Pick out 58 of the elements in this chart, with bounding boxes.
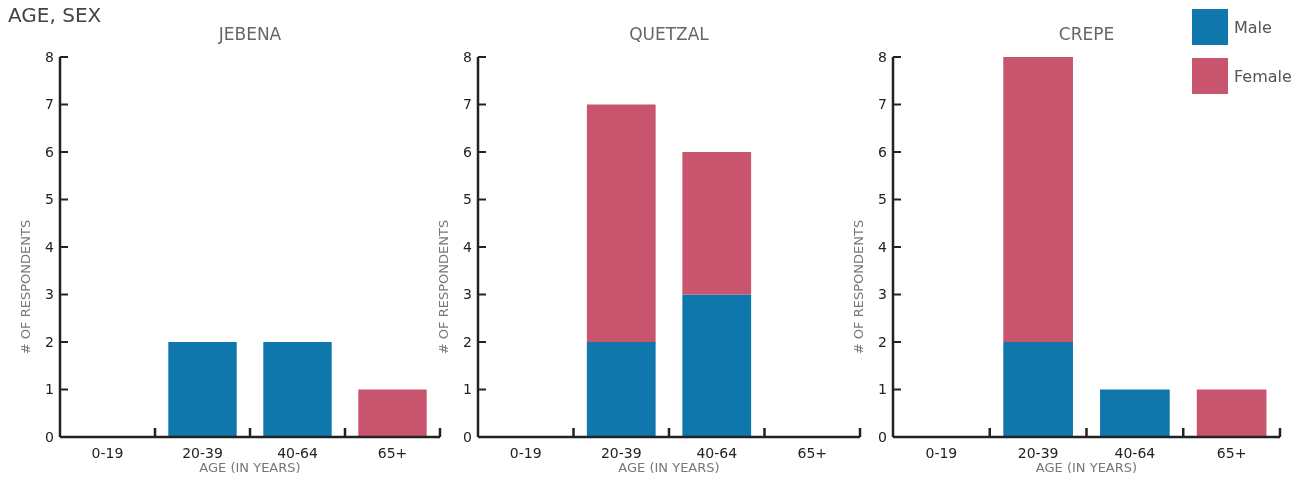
x-axis-title: AGE (IN YEARS)	[618, 460, 720, 475]
x-tick-label: 0-19	[925, 445, 958, 461]
bar	[586, 342, 656, 437]
y-axis-title: # OF RESPONDENTS	[18, 219, 33, 355]
y-tick-label: 2	[878, 333, 887, 350]
y-tick-label: 4	[463, 238, 473, 255]
y-tick-label: 8	[45, 48, 54, 65]
y-tick-label: 5	[463, 191, 472, 208]
x-axis-title: AGE (IN YEARS)	[199, 460, 301, 475]
y-tick-label: 0	[463, 428, 472, 445]
y-tick-label: 7	[463, 96, 472, 113]
legend-label: Female	[1234, 66, 1292, 86]
y-tick-label: 2	[45, 333, 54, 350]
y-tick-label: 6	[45, 143, 55, 160]
y-tick-label: 5	[878, 191, 887, 208]
x-tick-label: 65+	[797, 445, 828, 461]
x-tick-label: 20-39	[182, 445, 223, 461]
x-tick-label: 65+	[377, 445, 408, 461]
bar	[682, 294, 752, 437]
y-tick-label: 8	[878, 48, 887, 65]
y-tick-label: 5	[45, 191, 54, 208]
x-tick-label: 65+	[1216, 445, 1247, 461]
y-tick-label: 3	[878, 286, 887, 303]
bar	[1003, 342, 1073, 437]
bar	[1196, 389, 1267, 437]
x-tick-label: 40-64	[277, 445, 318, 461]
y-tick-label: 7	[45, 96, 54, 113]
bar	[682, 152, 752, 295]
x-tick-label: 20-39	[1017, 445, 1059, 461]
y-tick-label: 0	[878, 428, 887, 445]
y-tick-label: 7	[878, 96, 887, 113]
y-tick-label: 1	[45, 381, 54, 398]
bar	[1003, 57, 1073, 342]
chart-title: CREPE	[1058, 24, 1115, 44]
y-tick-label: 1	[463, 381, 472, 398]
x-tick-label: 20-39	[600, 445, 642, 461]
y-tick-label: 3	[463, 286, 472, 303]
x-tick-label: 0-19	[509, 445, 542, 461]
y-axis-title: # OF RESPONDENTS	[436, 219, 451, 355]
y-tick-label: 0	[45, 428, 54, 445]
y-tick-label: 4	[45, 238, 55, 255]
x-tick-label: 40-64	[696, 445, 738, 461]
y-tick-label: 1	[878, 381, 887, 398]
x-tick-label: 0-19	[91, 445, 124, 461]
chart-title: JEBENA	[217, 24, 282, 44]
y-tick-label: 4	[878, 238, 888, 255]
bar	[586, 104, 656, 342]
y-tick-label: 3	[45, 286, 54, 303]
y-tick-label: 6	[463, 143, 473, 160]
legend-label: Male	[1234, 17, 1272, 37]
y-tick-label: 8	[463, 48, 472, 65]
chart-title: QUETZAL	[629, 24, 710, 44]
x-axis-title: AGE (IN YEARS)	[1035, 460, 1138, 475]
x-tick-label: 40-64	[1114, 445, 1156, 461]
y-tick-label: 2	[463, 333, 472, 350]
y-tick-label: 6	[878, 143, 888, 160]
y-axis-title: # OF RESPONDENTS	[851, 219, 866, 355]
bar	[1100, 389, 1170, 437]
